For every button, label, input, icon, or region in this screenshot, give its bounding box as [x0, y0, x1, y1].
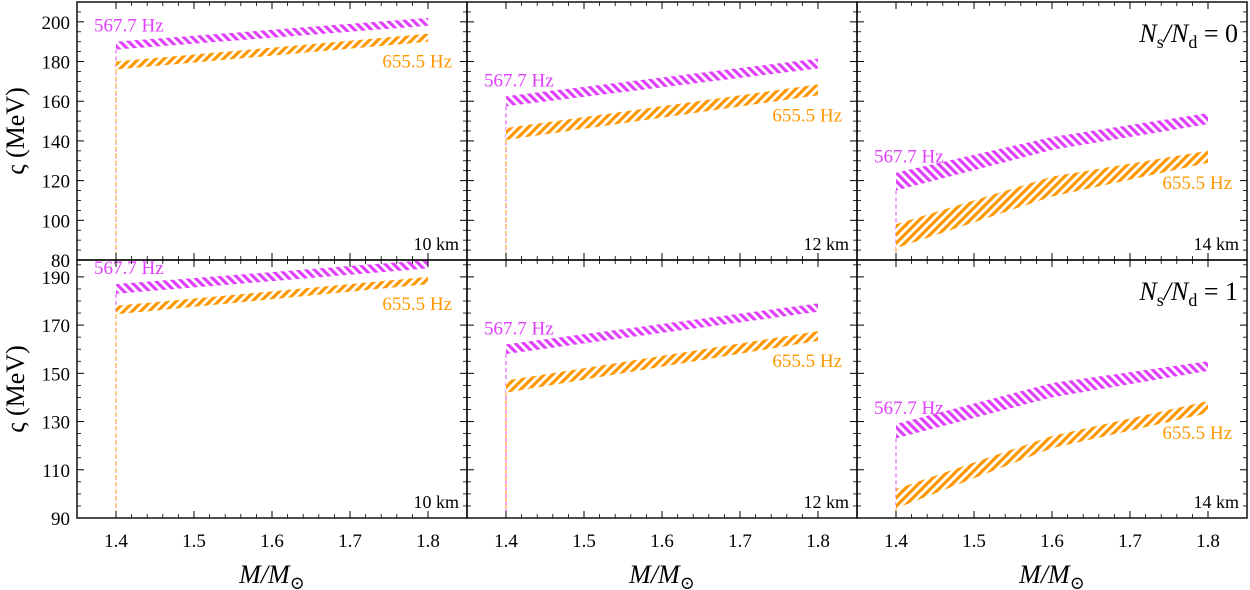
x-tick-label: 1.4 [494, 531, 518, 552]
x-tick-label: 1.6 [650, 531, 674, 552]
x-tick-label: 1.7 [338, 531, 362, 552]
band-magenta [896, 113, 1208, 191]
ratio-annotation-sub1: s [1157, 290, 1164, 310]
series-label-orange: 655.5 Hz [772, 351, 842, 372]
series-label-magenta: 567.7 Hz [484, 318, 554, 339]
series-label-orange: 655.5 Hz [382, 294, 452, 315]
y-tick-label: 80 [51, 251, 70, 272]
band-magenta [896, 361, 1208, 439]
series-label-orange: 655.5 Hz [772, 105, 842, 126]
radius-label: 12 km [803, 234, 849, 254]
ratio-annotation-text: N [1138, 19, 1158, 48]
ratio-annotation-sub2: d [1188, 290, 1197, 310]
y-axis-title: ς (MeV) [1, 87, 30, 175]
band-magenta [506, 58, 818, 107]
x-axis-title-main: M/M [238, 560, 291, 589]
x-tick-label: 1.5 [962, 531, 986, 552]
x-axis-title-sub: ⊙ [680, 573, 695, 590]
x-tick-label: 1.5 [572, 531, 596, 552]
panel-r0-c1 [505, 58, 818, 260]
ratio-annotation-text: N [1138, 277, 1158, 306]
panel-r1-c2 [895, 361, 1208, 518]
x-axis-title: M/M⊙ [628, 560, 695, 590]
band-orange [116, 33, 428, 70]
ratio-annotation-sub2: d [1188, 32, 1197, 52]
band-orange [896, 150, 1208, 249]
band-orange [116, 276, 428, 315]
series-label-orange: 655.5 Hz [1162, 423, 1232, 444]
radius-label: 10 km [413, 234, 459, 254]
ratio-annotation-value: = 0 [1197, 19, 1238, 48]
band-orange [506, 331, 818, 393]
ratio-annotation: Ns/Nd = 1 [1138, 277, 1238, 310]
y-axis-title: ς (MeV) [1, 345, 30, 433]
y-tick-label: 160 [42, 92, 71, 113]
y-tick-label: 150 [42, 364, 71, 385]
series-label-orange: 655.5 Hz [1162, 173, 1232, 194]
x-tick-label: 1.8 [1196, 531, 1220, 552]
band-magenta [506, 303, 818, 354]
ratio-annotation: Ns/Nd = 0 [1138, 19, 1238, 52]
x-tick-label: 1.7 [1118, 531, 1142, 552]
x-tick-label: 1.5 [182, 531, 206, 552]
panel-r1-c0 [115, 260, 428, 518]
x-axis-title-main: M/M [628, 560, 681, 589]
series-label-magenta: 567.7 Hz [484, 70, 554, 91]
x-tick-label: 1.8 [806, 531, 830, 552]
panel-r0-c0 [115, 17, 428, 260]
y-tick-label: 120 [42, 172, 71, 193]
x-axis-title-sub: ⊙ [290, 573, 305, 590]
band-magenta [116, 17, 428, 50]
radius-label: 12 km [803, 492, 849, 512]
ratio-annotation-slash: /N [1162, 19, 1190, 48]
x-tick-label: 1.7 [728, 531, 752, 552]
series-label-magenta: 567.7 Hz [874, 398, 944, 419]
x-tick-label: 1.6 [260, 531, 284, 552]
y-tick-label: 170 [42, 316, 71, 337]
radius-label: 14 km [1193, 492, 1239, 512]
x-axis-title: M/M⊙ [238, 560, 305, 590]
radius-label: 10 km [413, 492, 459, 512]
y-tick-label: 110 [42, 461, 70, 482]
series-label-magenta: 567.7 Hz [94, 16, 164, 37]
ratio-annotation-value: = 1 [1197, 277, 1238, 306]
band-orange [506, 84, 818, 140]
y-tick-label: 130 [42, 413, 71, 434]
x-tick-label: 1.8 [416, 531, 440, 552]
series-label-magenta: 567.7 Hz [874, 147, 944, 168]
y-tick-label: 200 [42, 13, 71, 34]
x-axis-title-main: M/M [1018, 560, 1071, 589]
radius-label: 14 km [1193, 234, 1239, 254]
y-tick-label: 190 [42, 268, 71, 289]
ratio-annotation-slash: /N [1162, 277, 1190, 306]
panel-r0-c2 [895, 113, 1208, 260]
ratio-annotation-sub1: s [1157, 32, 1164, 52]
series-label-orange: 655.5 Hz [382, 52, 452, 73]
x-tick-label: 1.4 [884, 531, 908, 552]
series-label-magenta: 567.7 Hz [94, 258, 164, 279]
y-tick-label: 100 [42, 211, 71, 232]
y-tick-label: 140 [42, 132, 71, 153]
y-tick-label: 90 [51, 509, 70, 530]
y-tick-label: 180 [42, 53, 71, 74]
x-axis-title: M/M⊙ [1018, 560, 1085, 590]
x-tick-label: 1.6 [1040, 531, 1064, 552]
panel-r1-c1 [505, 303, 818, 518]
band-orange [896, 401, 1208, 509]
x-tick-label: 1.4 [104, 531, 128, 552]
band-magenta [116, 260, 428, 294]
x-axis-title-sub: ⊙ [1070, 573, 1085, 590]
